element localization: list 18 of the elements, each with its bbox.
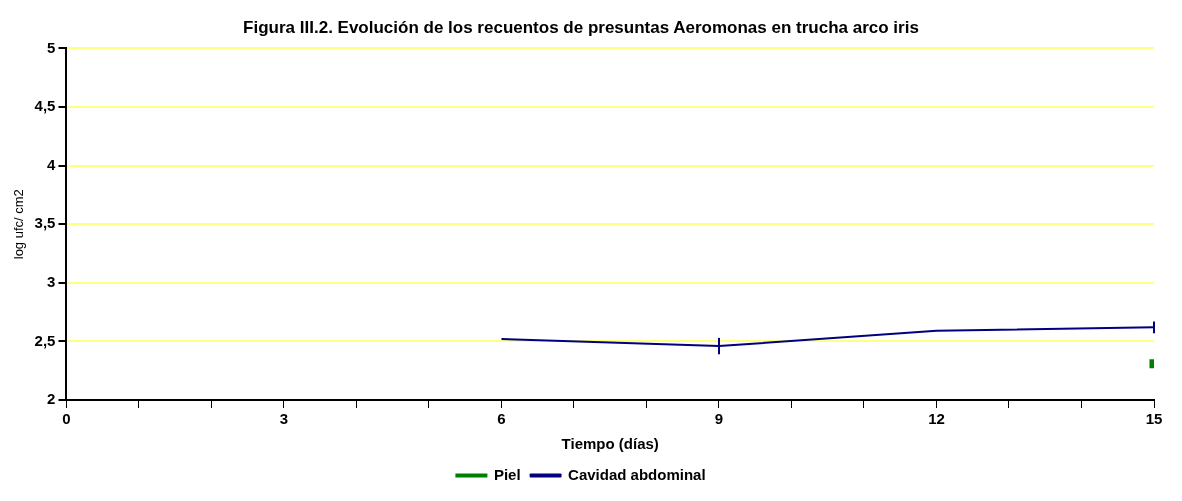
x-tick-label: 9 xyxy=(714,410,724,428)
y-tick-label: 4,5 xyxy=(34,97,56,115)
legend-label: Cavidad abdominal xyxy=(568,465,706,483)
chart-title: Figura III.2. Evolución de los recuentos de presuntas Aeromonas en trucha arco iris xyxy=(243,17,919,37)
x-tick-label: 12 xyxy=(928,410,945,428)
x-tick-label: 15 xyxy=(1145,410,1163,428)
x-axis-title: Tiempo (días) xyxy=(561,435,659,453)
y-axis-title: log ufc/ cm2 xyxy=(11,189,27,260)
y-tick-label: 2,5 xyxy=(34,331,56,349)
y-tick-label: 2 xyxy=(47,390,56,408)
y-tick-label: 4 xyxy=(47,155,57,173)
y-tick-label: 5 xyxy=(47,38,56,56)
legend-label: Piel xyxy=(493,465,521,483)
y-tick-label: 3,5 xyxy=(34,214,56,232)
x-tick-label: 3 xyxy=(279,410,289,428)
x-tick-label: 6 xyxy=(497,410,506,428)
y-tick-label: 3 xyxy=(47,272,56,290)
x-tick-label: 0 xyxy=(62,410,71,428)
